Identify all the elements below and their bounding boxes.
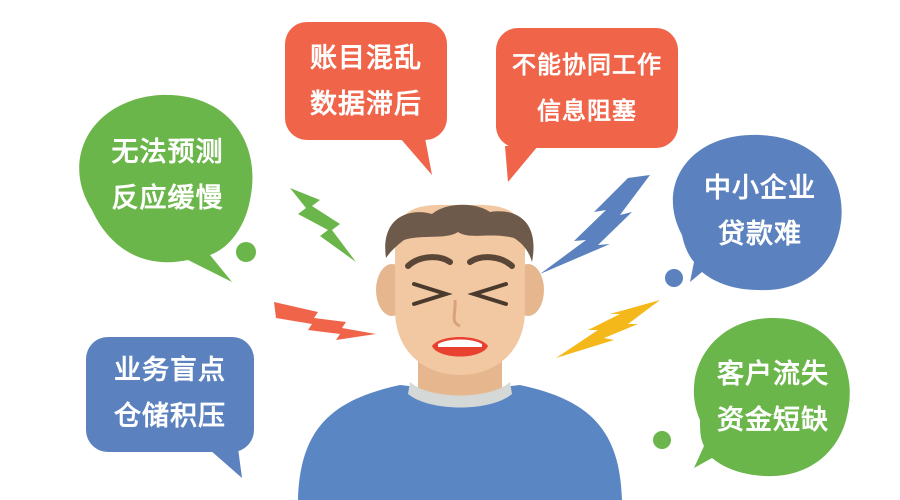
- bubble-loans-shape: [665, 134, 842, 291]
- bubble-forecast-line2: 反应缓慢: [111, 183, 224, 214]
- bubble-customers-shape: [653, 317, 850, 477]
- bubble-accounts: 账目混乱 数据滞后: [290, 36, 442, 128]
- bubble-loans-line1: 中小企业: [704, 173, 816, 204]
- bubble-customers: 客户流失 资金短缺: [703, 352, 843, 444]
- bubble-forecast-line1: 无法预测: [111, 137, 224, 168]
- bolt-red-icon: [274, 302, 376, 340]
- bubble-inventory-line1: 业务盲点: [114, 355, 226, 386]
- bubble-accounts-shape: [285, 22, 447, 175]
- bubble-inventory: 业务盲点 仓储积压: [92, 348, 248, 440]
- bubble-customers-line2: 资金短缺: [717, 405, 829, 436]
- bubble-loans-line2: 贷款难: [718, 219, 802, 250]
- bubble-teamwork-line1: 不能协同工作: [512, 51, 662, 79]
- bubble-accounts-line2: 数据滞后: [310, 89, 422, 120]
- hair: [385, 204, 534, 262]
- bolt-blue-icon: [540, 175, 650, 274]
- bubble-teamwork-line2: 信息阻塞: [537, 97, 637, 125]
- bolt-green-icon: [290, 188, 356, 262]
- bubble-teamwork-shape: [496, 28, 678, 182]
- bubble-inventory-shape: [86, 337, 254, 478]
- shirt: [298, 385, 622, 500]
- bubble-accounts-line1: 账目混乱: [310, 43, 422, 74]
- bubble-inventory-line2: 仓储积压: [114, 401, 226, 432]
- bubble-customers-line1: 客户流失: [717, 359, 829, 390]
- bubble-forecast: 无法预测 反应缓慢: [100, 130, 235, 222]
- man-figure: [298, 204, 622, 500]
- bubble-loans: 中小企业 贷款难: [690, 166, 830, 258]
- bubble-forecast-shape: [79, 94, 256, 282]
- bolt-yellow-icon: [556, 300, 660, 358]
- bubble-teamwork: 不能协同工作 信息阻塞: [498, 42, 676, 134]
